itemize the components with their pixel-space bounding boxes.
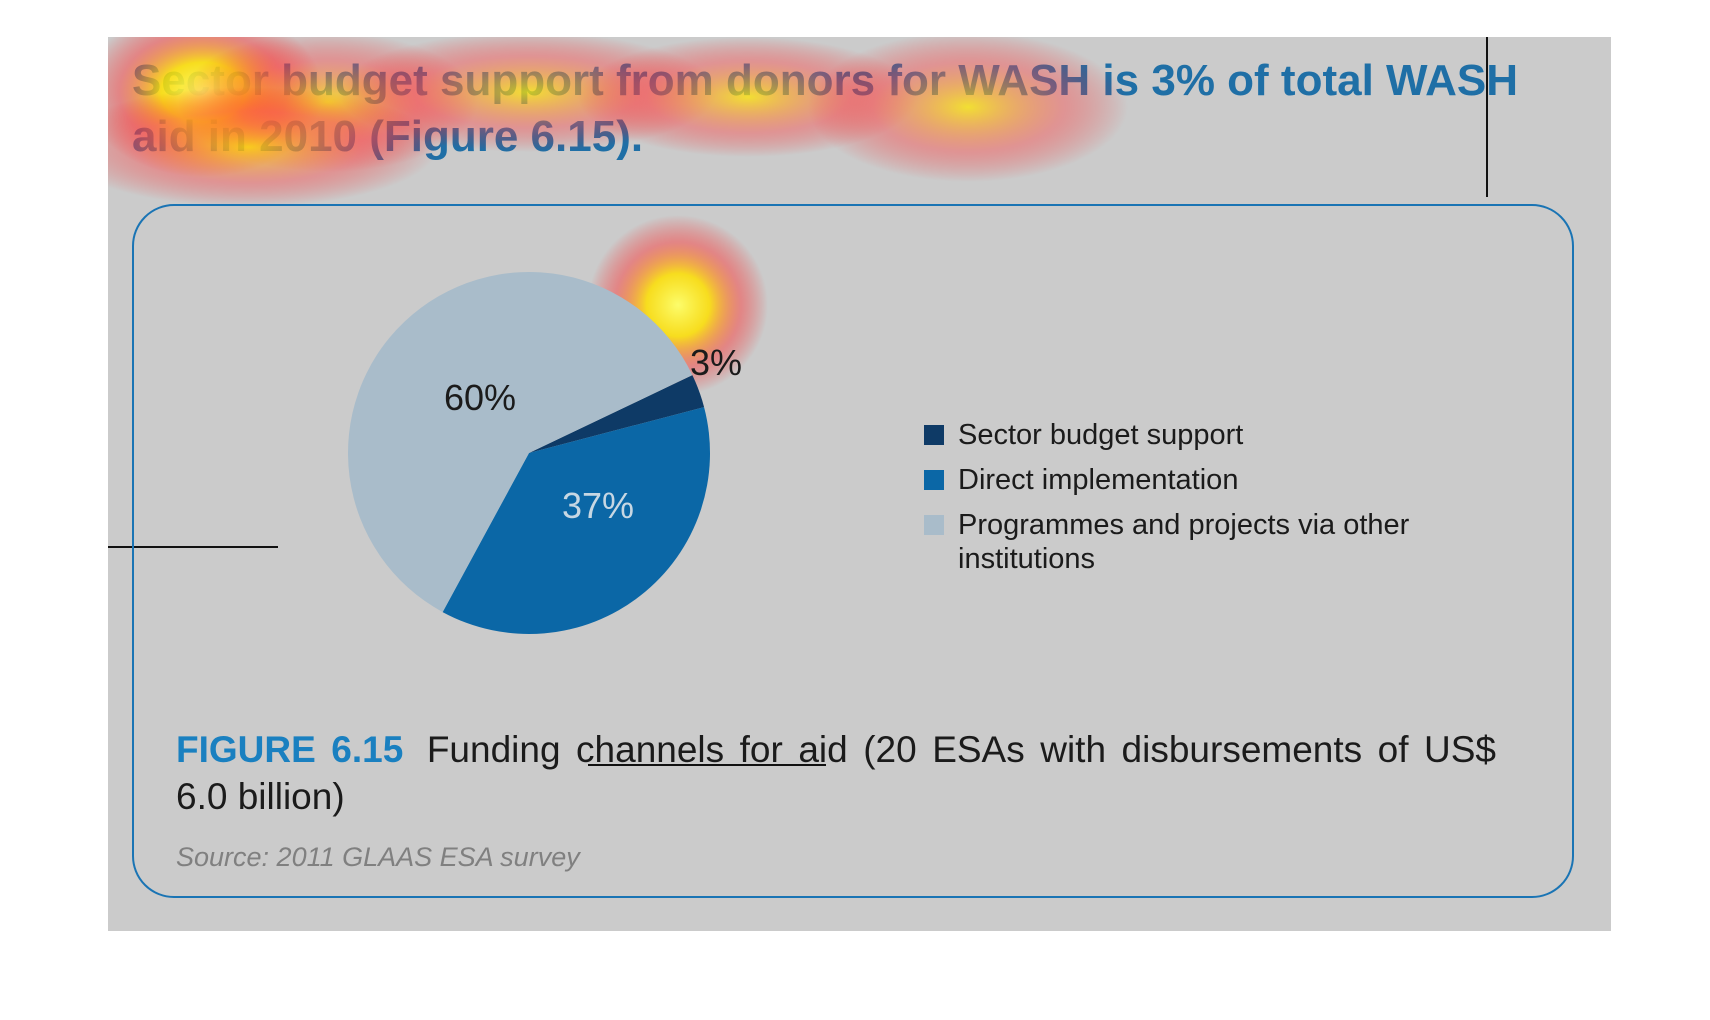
crop-mark-vertical [1486, 37, 1488, 197]
legend-label: Direct implementation [958, 464, 1239, 496]
pie-slice-label: 3% [690, 342, 742, 383]
section-heading: Sector budget support from donors for WA… [132, 56, 1519, 161]
pie-slice-label: 60% [444, 377, 516, 418]
pie-chart: 3% 37% 60% [348, 272, 742, 634]
legend-item-sector-budget-support: Sector budget support [924, 418, 1444, 452]
legend-item-programmes-projects: Programmes and projects via other instit… [924, 508, 1444, 576]
figure-source: Source: 2011 GLAAS ESA survey [176, 842, 580, 872]
chart-legend: Sector budget support Direct implementat… [924, 418, 1444, 587]
pie-slice-programmes-projects [348, 272, 693, 613]
figure-card: 3% 37% 60% Sector budget support Direct im… [132, 204, 1574, 898]
legend-label: Sector budget support [958, 419, 1244, 451]
legend-swatch [924, 515, 944, 535]
pie-slice-label: 37% [562, 485, 634, 526]
legend-swatch [924, 470, 944, 490]
legend-swatch [924, 425, 944, 445]
caption-underline-mark [588, 764, 826, 766]
figure-caption: FIGURE 6.15 Funding channels for aid (20… [176, 726, 1496, 820]
legend-label: Programmes and projects via other instit… [958, 509, 1410, 575]
figure-number: FIGURE 6.15 [176, 729, 404, 770]
pie-slice-direct-implementation [442, 407, 710, 634]
crop-mark-horizontal [108, 546, 278, 548]
figure-caption-text: Funding channels for aid (20 ESAs with d… [176, 729, 1497, 817]
pie-slice-sector-budget-support [529, 375, 705, 453]
figure-panel: Sector budget support from donors for WA… [108, 37, 1611, 931]
legend-item-direct-implementation: Direct implementation [924, 463, 1444, 497]
